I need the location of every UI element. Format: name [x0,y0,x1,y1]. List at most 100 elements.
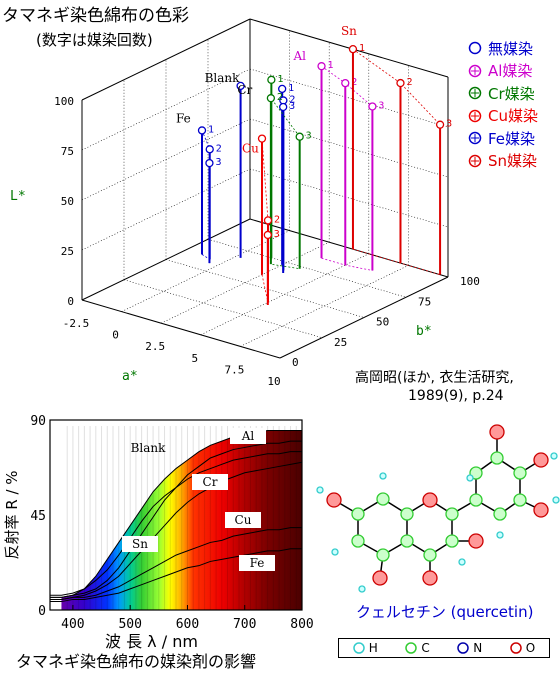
atom-swatch-circle [457,642,469,654]
atom-swatch-circle [510,642,522,654]
stem-count-label: 3 [306,131,312,142]
stem-marker [266,94,276,103]
oxygen-atom [326,492,342,508]
x-tick-label: 400 [61,617,84,632]
spectrum-xlabel: 波 長 λ / nm [105,632,198,651]
z-tick-label: 50 [61,195,74,208]
series-label-bg [192,474,228,490]
legend-item-cr: Cr媒染 [468,83,535,103]
atom-legend-o: O [510,641,535,655]
stem-count-label: 1 [288,83,294,94]
x-tick-label: 10 [267,375,280,388]
stem-marker [236,81,245,91]
legend-marker-pattern [471,156,479,165]
stem-marker [257,134,267,143]
citation-line1: 高岡昭(ほか, 衣生活研究, [355,370,514,386]
y-tick-label: 0 [292,356,299,369]
wall-top-left [81,18,251,101]
spectrum-title: タマネギ染色綿布の媒染剤の影響 [16,652,257,671]
x-tick-label: 5 [191,352,198,365]
legend-label: Sn媒染 [488,152,538,170]
series-label-sn: Sn [132,537,148,551]
legend-marker-pattern [471,89,479,97]
y-tick-label: 0 [38,604,46,619]
legend-marker-pattern [471,111,479,120]
x-tick-label: 700 [233,617,256,632]
stem-count-label: 3 [446,119,452,130]
legend-marker-icon [468,41,482,55]
carbon-atom [400,534,414,548]
stem-count-label: 2 [216,143,222,154]
hydrogen-atom [552,496,560,504]
atom-legend-c: C [405,641,430,655]
series-label-bg [239,555,275,571]
stem-marker [205,158,214,168]
x-tick-label: -2.5 [63,317,90,330]
legend-marker-icon [468,109,482,122]
stem-marker [341,78,350,88]
x-tick-label: 500 [118,617,141,632]
oxygen-atom [422,570,438,586]
grid-a-floor [161,241,330,324]
legend-item-al: Al媒染 [468,61,532,81]
x-tick-label: 7.5 [224,363,244,376]
oxygen-atom [468,533,484,549]
chart3d-subtitle: (数字は媒染回数) [36,31,153,49]
legend-label: 無媒染 [488,39,534,58]
carbon-atom [423,548,437,562]
grid-b-floor [123,279,323,339]
grid-z-left [81,68,251,151]
stem-marker [263,230,272,240]
atom-swatch-icon [353,642,365,654]
stem-top-path [352,48,441,125]
hydrogen-atom [331,548,339,556]
carbon-atom [376,548,390,562]
z-tick-label: 100 [54,95,74,108]
y-tick-label: 45 [30,509,46,524]
grid-z-back [249,168,449,228]
series-label: Fe [176,111,191,125]
stem-marker [278,84,287,94]
legend-item-sn: Sn媒染 [468,151,537,171]
carbon-atom [493,507,507,521]
series-line-sn [50,451,302,596]
x-tick-label: 2.5 [145,340,165,353]
y-tick-label: 25 [334,336,347,349]
series-line-fe [50,548,302,603]
series-label: Blank [205,71,241,85]
stem-marker [396,78,405,88]
grid-z-back [249,118,449,178]
grid-z-left [81,168,251,251]
legend-item-none: 無媒染 [468,38,533,58]
stem-count-label: 3 [274,229,280,240]
legend-item-cu: Cu媒染 [468,106,538,126]
stem-count-label: 2 [406,77,412,88]
z-axis-label: L* [10,189,26,204]
hydrogen-atom [379,472,387,480]
x-tick-label: 800 [290,617,313,632]
y-tick-label: 90 [30,414,46,429]
series-label-blank: Blank [131,441,167,455]
stem-count-label: 3 [378,100,384,111]
z-tick-label: 25 [61,245,74,258]
grid-a-floor [200,253,369,336]
y-axis-label: 反射率 R / % [3,470,21,559]
oxygen-atom [533,502,549,518]
series-label-cr: Cr [203,475,218,489]
series-label-bg [225,512,261,528]
floor-edge-b [279,276,449,359]
carbon-atom [351,534,365,548]
series-label-cu: Cu [235,513,252,527]
stem-count-label: 3 [215,157,221,168]
legend-label: Cu媒染 [488,107,538,125]
stem-count-label: 1 [277,74,283,85]
series-label: Cu [242,142,259,156]
floor-edge-a [81,299,281,359]
atom-swatch-icon [457,642,469,654]
atom-swatch-circle [353,642,365,654]
stem-count-label: 1 [208,124,214,135]
grid-b-floor [207,238,407,298]
hydrogen-atom [496,531,504,539]
atom-swatch-icon [405,642,418,654]
